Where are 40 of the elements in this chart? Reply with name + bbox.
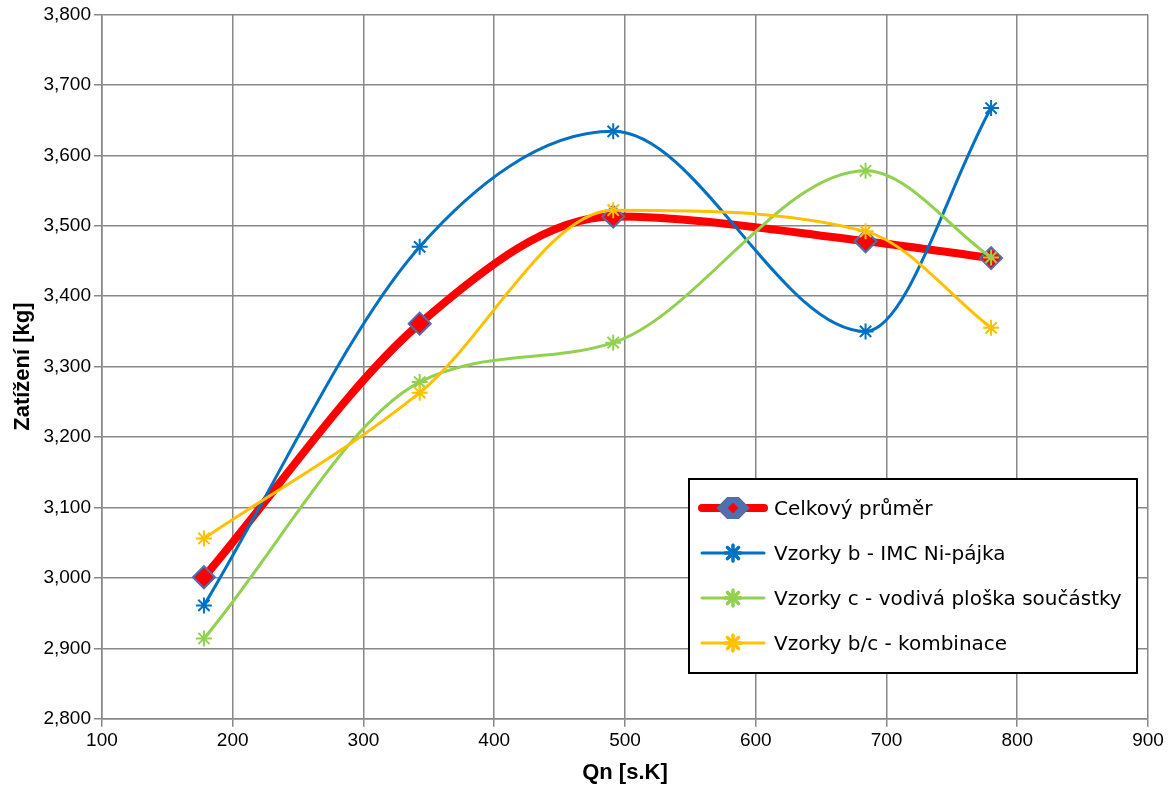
y-tick-label: 3,700 xyxy=(43,73,91,95)
legend-label: Celkový průměr xyxy=(774,496,933,521)
x-tick-label: 300 xyxy=(347,729,380,751)
x-tick-label: 700 xyxy=(870,729,903,751)
point xyxy=(410,383,429,402)
legend-label: Vzorky c - vodivá ploška součástky xyxy=(774,586,1122,611)
legend-label: Vzorky b/c - kombinace xyxy=(774,631,1008,656)
point xyxy=(194,529,213,548)
x-tick-label: 100 xyxy=(86,729,118,751)
y-tick-label: 3,800 xyxy=(43,2,91,24)
x-tick-label: 200 xyxy=(216,729,249,751)
x-tick-label: 900 xyxy=(1132,729,1164,751)
y-tick-label: 2,800 xyxy=(43,707,91,729)
point xyxy=(410,237,429,256)
point xyxy=(856,161,875,180)
point xyxy=(194,596,213,615)
point xyxy=(982,99,1001,118)
y-tick-label: 3,300 xyxy=(43,354,91,376)
point xyxy=(191,565,216,590)
y-tick-label: 3,600 xyxy=(43,143,91,165)
point xyxy=(604,122,623,141)
y-tick-label: 3,400 xyxy=(43,284,91,306)
legend-label: Vzorky b - IMC Ni-pájka xyxy=(774,541,1006,566)
x-tick-label: 500 xyxy=(609,729,641,751)
point xyxy=(982,318,1001,337)
point xyxy=(194,629,213,648)
point xyxy=(856,222,875,241)
y-tick-label: 3,000 xyxy=(43,566,91,588)
y-tick-label: 3,500 xyxy=(43,213,91,235)
x-tick-label: 800 xyxy=(1001,729,1034,751)
point xyxy=(407,311,432,336)
point xyxy=(604,333,623,352)
y-tick-label: 2,900 xyxy=(43,636,91,658)
y-axis-title: Zatížení [kg] xyxy=(9,302,35,431)
x-tick-label: 400 xyxy=(478,729,511,751)
y-tick-label: 3,100 xyxy=(43,495,91,517)
point xyxy=(856,322,875,341)
x-tick-label: 600 xyxy=(739,729,772,751)
y-tick-label: 3,200 xyxy=(43,425,91,447)
x-axis-title: Qn [s.K] xyxy=(582,758,668,784)
